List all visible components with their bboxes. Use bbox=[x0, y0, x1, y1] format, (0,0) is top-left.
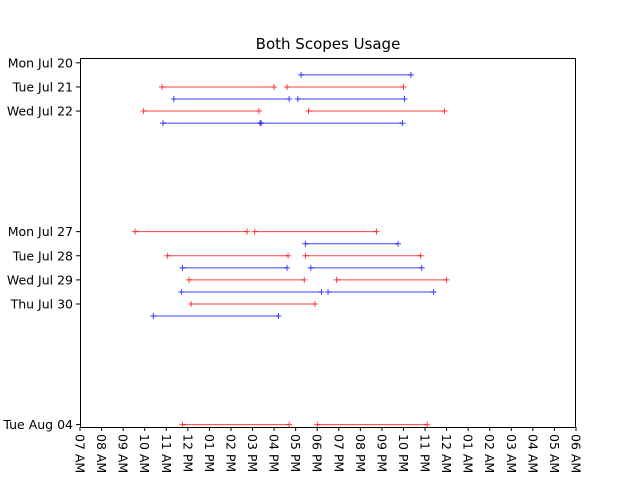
x-tick-label: 05 PM bbox=[288, 434, 303, 472]
interval-endpoint-marker bbox=[305, 108, 312, 115]
interval-endpoint-marker bbox=[178, 288, 185, 295]
interval-endpoint-marker bbox=[395, 240, 402, 247]
y-tick-label: Wed Jul 29 bbox=[7, 272, 73, 287]
x-tick-label: 02 AM bbox=[482, 434, 497, 473]
x-tick-label: 04 PM bbox=[267, 434, 282, 472]
x-tick-label: 07 PM bbox=[331, 434, 346, 472]
interval-endpoint-marker bbox=[286, 96, 293, 102]
y-tick-label: Mon Jul 27 bbox=[8, 224, 73, 239]
x-tick-label: 06 AM bbox=[569, 434, 584, 473]
y-tick-label: Tue Aug 04 bbox=[2, 417, 73, 432]
x-tick-label: 11 PM bbox=[418, 434, 433, 472]
interval-endpoint-marker bbox=[301, 276, 308, 283]
interval-endpoint-marker bbox=[150, 313, 157, 320]
chart-title: Both Scopes Usage bbox=[256, 35, 401, 53]
interval-endpoint-marker bbox=[160, 120, 167, 127]
x-tick-label: 06 PM bbox=[310, 434, 325, 472]
x-tick-label: 12 AM bbox=[439, 434, 454, 473]
interval-endpoint-marker bbox=[325, 288, 331, 295]
interval-endpoint-marker bbox=[284, 264, 291, 271]
x-tick-label: 04 AM bbox=[525, 434, 540, 473]
x-tick-label: 09 PM bbox=[374, 434, 389, 472]
y-tick-label: Mon Jul 20 bbox=[8, 55, 73, 70]
interval-endpoint-marker bbox=[244, 228, 251, 235]
interval-endpoint-marker bbox=[430, 288, 437, 295]
interval-endpoint-marker bbox=[417, 252, 424, 259]
interval-endpoint-marker bbox=[188, 301, 195, 307]
interval-endpoint-marker bbox=[251, 228, 258, 235]
interval-endpoint-marker bbox=[400, 83, 407, 90]
interval-endpoint-marker bbox=[275, 313, 282, 320]
x-tick-label: 08 AM bbox=[94, 434, 109, 473]
x-tick-label: 03 AM bbox=[504, 434, 519, 473]
x-axis: 07 AM 08 AM 09 AM 10 AM 11 AM 12 PM 01 PM 02 PM… bbox=[73, 427, 584, 473]
x-tick-label: 02 PM bbox=[223, 434, 238, 472]
interval-endpoint-marker bbox=[302, 240, 309, 247]
interval-endpoint-marker bbox=[185, 276, 192, 283]
plot-area bbox=[131, 71, 450, 428]
interval-endpoint-marker bbox=[298, 71, 305, 78]
interval-endpoint-marker bbox=[271, 83, 278, 90]
interval-endpoint-marker bbox=[255, 108, 262, 115]
x-tick-label: 10 AM bbox=[137, 434, 152, 473]
interval-endpoint-marker bbox=[302, 252, 309, 259]
interval-endpoint-marker bbox=[164, 252, 171, 259]
interval-endpoint-marker bbox=[294, 96, 301, 102]
x-tick-label: 12 PM bbox=[180, 434, 195, 472]
interval-endpoint-marker bbox=[170, 96, 177, 102]
x-tick-label: 11 AM bbox=[159, 434, 174, 473]
interval-endpoint-marker bbox=[179, 264, 186, 271]
interval-endpoint-marker bbox=[373, 228, 380, 235]
x-tick-label: 10 PM bbox=[396, 434, 411, 472]
interval-endpoint-marker bbox=[285, 252, 292, 259]
interval-endpoint-marker bbox=[401, 96, 408, 102]
interval-endpoint-marker bbox=[443, 276, 450, 283]
x-tick-label: 05 AM bbox=[547, 434, 562, 473]
x-tick-label: 03 PM bbox=[245, 434, 260, 472]
interval-endpoint-marker bbox=[441, 108, 448, 115]
interval-endpoint-marker bbox=[314, 421, 321, 428]
interval-endpoint-marker bbox=[408, 71, 415, 78]
interval-endpoint-marker bbox=[158, 83, 165, 90]
interval-endpoint-marker bbox=[131, 228, 138, 235]
y-tick-label: Tue Jul 21 bbox=[12, 79, 73, 94]
plot-frame bbox=[80, 58, 576, 428]
interval-endpoint-marker bbox=[418, 264, 425, 271]
interval-endpoint-marker bbox=[284, 83, 291, 90]
x-tick-label: 09 AM bbox=[116, 434, 131, 473]
x-tick-label: 07 AM bbox=[73, 434, 88, 473]
interval-endpoint-marker bbox=[179, 421, 186, 428]
interval-endpoint-marker bbox=[333, 276, 340, 283]
y-tick-label: Thu Jul 30 bbox=[10, 297, 73, 312]
x-tick-label: 08 PM bbox=[353, 434, 368, 472]
interval-endpoint-marker bbox=[258, 120, 265, 127]
interval-endpoint-marker bbox=[286, 421, 293, 428]
y-tick-label: Wed Jul 22 bbox=[7, 104, 73, 119]
interval-endpoint-marker bbox=[424, 421, 431, 428]
x-tick-label: 01 AM bbox=[461, 434, 476, 473]
x-tick-label: 01 PM bbox=[202, 434, 217, 472]
y-tick-label: Tue Jul 28 bbox=[12, 248, 73, 263]
interval-endpoint-marker bbox=[312, 301, 319, 307]
interval-endpoint-marker bbox=[399, 120, 406, 127]
y-axis: Mon Jul 20 Tue Jul 21 Wed Jul 22 Mon Jul 27… bbox=[2, 55, 80, 432]
interval-endpoint-marker bbox=[307, 264, 314, 271]
interval-endpoint-marker bbox=[140, 108, 147, 115]
interval-endpoint-marker bbox=[318, 288, 325, 295]
